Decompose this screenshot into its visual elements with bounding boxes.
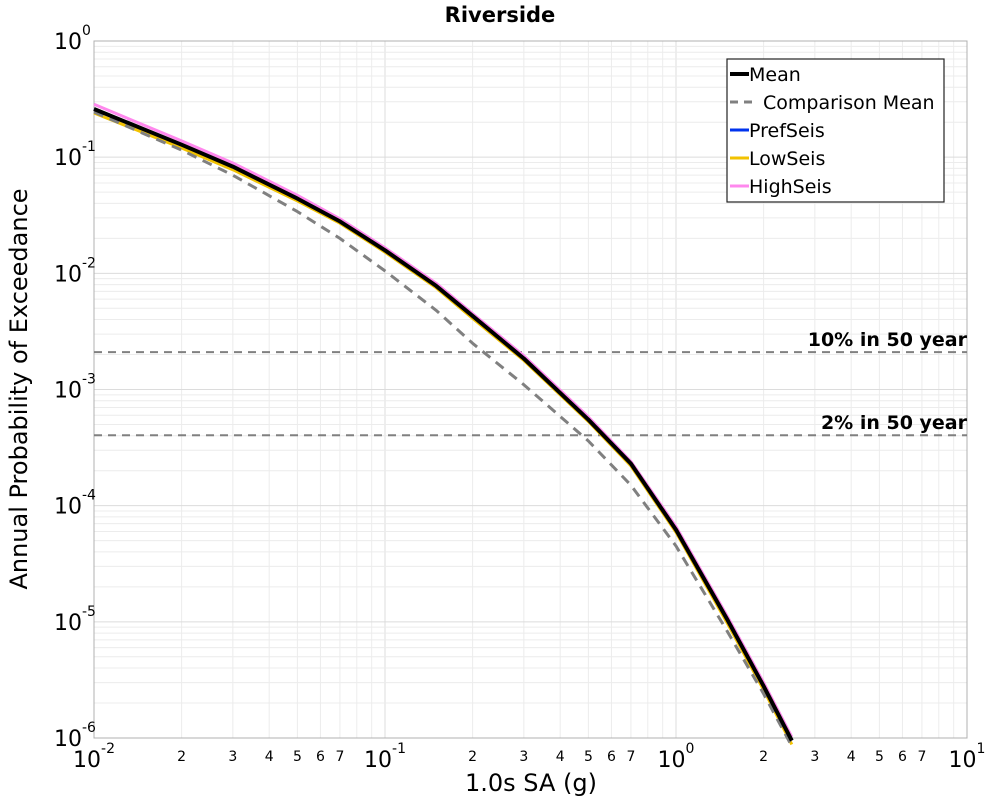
x-minor-tick-label: 7 bbox=[626, 749, 635, 765]
legend-box bbox=[726, 58, 945, 203]
y-tick-label: 10-3 bbox=[54, 372, 96, 404]
chart-title: Riverside bbox=[445, 3, 556, 27]
x-minor-tick-label: 5 bbox=[293, 749, 302, 765]
y-tick-label: 10-2 bbox=[54, 255, 96, 287]
x-minor-tick-label: 2 bbox=[759, 749, 768, 765]
y-axis-label: Annual Probability of Exceedance bbox=[5, 188, 33, 589]
x-tick-label: 10-2 bbox=[73, 741, 115, 773]
legend-label-prefseis: PrefSeis bbox=[749, 120, 825, 142]
x-minor-tick-label: 6 bbox=[607, 749, 616, 765]
legend-label-mean: Mean bbox=[749, 64, 801, 86]
x-minor-tick-label: 5 bbox=[584, 749, 593, 765]
plot-frame bbox=[93, 40, 968, 739]
x-tick-label: 100 bbox=[658, 741, 695, 773]
x-minor-tick-label: 6 bbox=[898, 749, 907, 765]
y-tick-label: 100 bbox=[54, 23, 91, 55]
x-minor-tick-label: 4 bbox=[265, 749, 274, 765]
reference-lines: 10% in 50 year 2% in 50 year bbox=[94, 329, 968, 437]
x-tick-label: 10-1 bbox=[364, 741, 406, 773]
x-axis-label: 1.0s SA (g) bbox=[465, 769, 597, 797]
series-lines bbox=[93, 102, 794, 747]
series-lowseis bbox=[93, 111, 794, 746]
x-minor-tick-label: 4 bbox=[847, 749, 856, 765]
x-minor-tick-label: 3 bbox=[228, 749, 237, 765]
x-minor-tick-label: 7 bbox=[917, 749, 926, 765]
reference-line-label: 2% in 50 year bbox=[821, 412, 968, 434]
legend-label-lowseis: LowSeis bbox=[749, 148, 825, 170]
legend: Mean Comparison Mean PrefSeis LowSeis HighSe… bbox=[726, 58, 945, 203]
x-minor-tick-label: 4 bbox=[556, 749, 565, 765]
x-minor-tick-label: 2 bbox=[468, 749, 477, 765]
x-minor-tick-label: 3 bbox=[519, 749, 528, 765]
y-tick-label: 10-1 bbox=[54, 139, 96, 171]
series-comparison-mean bbox=[93, 110, 794, 747]
x-minor-tick-label: 3 bbox=[810, 749, 819, 765]
reference-line-label: 10% in 50 year bbox=[808, 329, 968, 351]
y-tick-label: 10-5 bbox=[54, 604, 96, 636]
y-tick-label: 10-6 bbox=[54, 720, 96, 752]
series-highseis bbox=[93, 102, 794, 738]
x-minor-tick-label: 6 bbox=[316, 749, 325, 765]
legend-label-comparison-mean: Comparison Mean bbox=[763, 92, 935, 114]
series-mean bbox=[93, 107, 794, 742]
y-tick-label: 10-4 bbox=[54, 488, 96, 520]
x-minor-tick-label: 5 bbox=[875, 749, 884, 765]
legend-label-highseis: HighSeis bbox=[749, 176, 832, 198]
x-tick-label: 101 bbox=[949, 741, 986, 773]
x-minor-tick-label: 7 bbox=[335, 749, 344, 765]
x-minor-tick-label: 2 bbox=[177, 749, 186, 765]
